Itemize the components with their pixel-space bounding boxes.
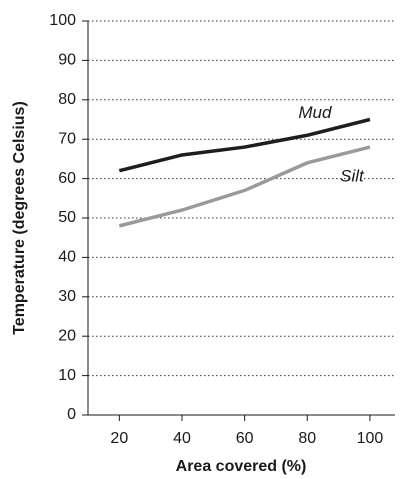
x-axis-title: Area covered (%) (176, 458, 307, 475)
y-tick-label: 70 (58, 130, 76, 147)
line-series (118, 117, 371, 173)
series-label: Silt (340, 167, 365, 186)
y-axis-title: Temperature (degrees Celsius) (11, 101, 28, 335)
y-tick-label: 90 (58, 52, 76, 69)
line-series (118, 145, 371, 228)
y-tick-label: 80 (58, 91, 76, 108)
x-tick-label: 60 (236, 430, 254, 447)
y-tick-label: 50 (58, 209, 76, 226)
x-tick-label: 40 (173, 430, 191, 447)
y-tick-label: 100 (49, 12, 76, 29)
y-tick-label: 30 (58, 288, 76, 305)
y-tick-label: 0 (67, 406, 76, 423)
x-tick-label: 100 (357, 430, 384, 447)
y-tick-label: 40 (58, 249, 76, 266)
y-tick-label: 60 (58, 170, 76, 187)
x-tick-label: 80 (298, 430, 316, 447)
y-tick-label: 10 (58, 367, 76, 384)
x-tick-label: 20 (110, 430, 128, 447)
y-tick-label: 20 (58, 327, 76, 344)
series-label: Mud (298, 103, 332, 122)
